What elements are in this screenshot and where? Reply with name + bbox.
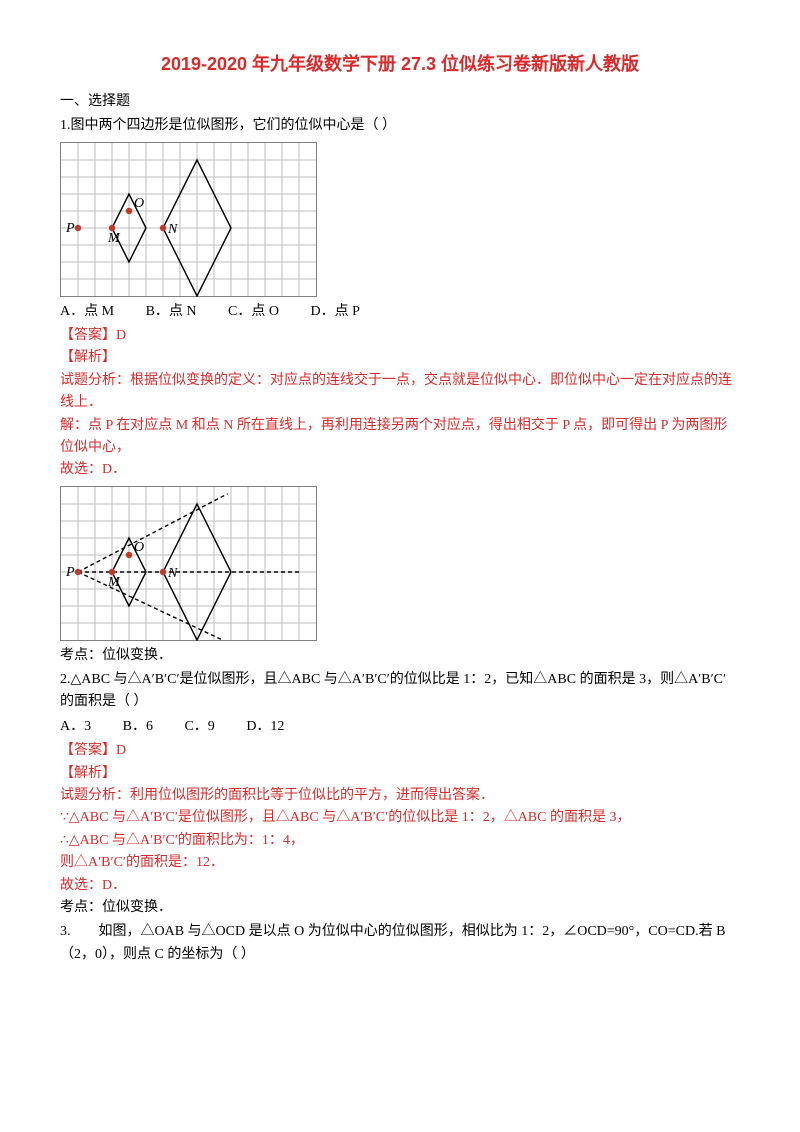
q1-analysis-line3: 故选：D．: [60, 459, 740, 481]
q2-options: A．3 B．6 C．9 D．12: [60, 716, 740, 738]
q2-option-c: C．9: [184, 716, 214, 738]
svg-text:M: M: [107, 575, 121, 590]
q1-text: 1.图中两个四边形是位似图形，它们的位似中心是（ ）: [60, 115, 740, 137]
svg-text:O: O: [134, 540, 144, 555]
svg-text:M: M: [107, 231, 121, 246]
q2-option-d: D．12: [246, 716, 284, 738]
q1-option-a: A．点 M: [60, 301, 114, 323]
svg-text:P: P: [65, 565, 75, 580]
q2-answer: 【答案】D: [60, 740, 740, 762]
svg-text:P: P: [65, 221, 75, 236]
svg-text:N: N: [167, 566, 178, 581]
q2-analysis-line3: ∴△ABC 与△A′B′C′的面积比为：1：4，: [60, 830, 740, 852]
svg-text:N: N: [167, 222, 178, 237]
q2-text: 2.△ABC 与△A′B′C′是位似图形，且△ABC 与△A′B′C′的位似比是…: [60, 669, 740, 714]
section-heading: 一、选择题: [60, 91, 740, 113]
q1-answer: 【答案】D: [60, 325, 740, 347]
q2-option-a: A．3: [60, 716, 91, 738]
q1-option-b: B．点 N: [146, 301, 197, 323]
q1-figure: P O M N: [60, 142, 740, 297]
q2-analysis-label: 【解析】: [60, 763, 740, 785]
q2-kaodian: 考点：位似变换．: [60, 897, 740, 919]
q1-kaodian: 考点：位似变换．: [60, 645, 740, 667]
q2-analysis-line2: ∵△ABC 与△A′B′C′是位似图形，且△ABC 与△A′B′C′的位似比是 …: [60, 807, 740, 829]
q2-analysis-line5: 故选：D．: [60, 875, 740, 897]
q1-options: A．点 M B．点 N C．点 O D．点 P: [60, 301, 740, 323]
q1-analysis-line2: 解：点 P 在对应点 M 和点 N 所在直线上，再利用连接另两个对应点，得出相交…: [60, 415, 740, 460]
svg-text:O: O: [134, 196, 144, 211]
q1-option-d: D．点 P: [310, 301, 359, 323]
q1-option-c: C．点 O: [228, 301, 279, 323]
q2-analysis-line1: 试题分析：利用位似图形的面积比等于位似比的平方，进而得出答案．: [60, 785, 740, 807]
q1-analysis-figure: P O M N: [60, 486, 740, 641]
q1-analysis-line1: 试题分析：根据位似变换的定义：对应点的连线交于一点，交点就是位似中心．即位似中心…: [60, 370, 740, 415]
document-title: 2019-2020 年九年级数学下册 27.3 位似练习卷新版新人教版: [60, 50, 740, 79]
q3-text: 3. 如图，△OAB 与△OCD 是以点 O 为位似中心的位似图形，相似比为 1…: [60, 921, 740, 966]
q2-option-b: B．6: [123, 716, 153, 738]
q1-analysis-label: 【解析】: [60, 347, 740, 369]
q2-analysis-line4: 则△A′B′C′的面积是：12．: [60, 852, 740, 874]
